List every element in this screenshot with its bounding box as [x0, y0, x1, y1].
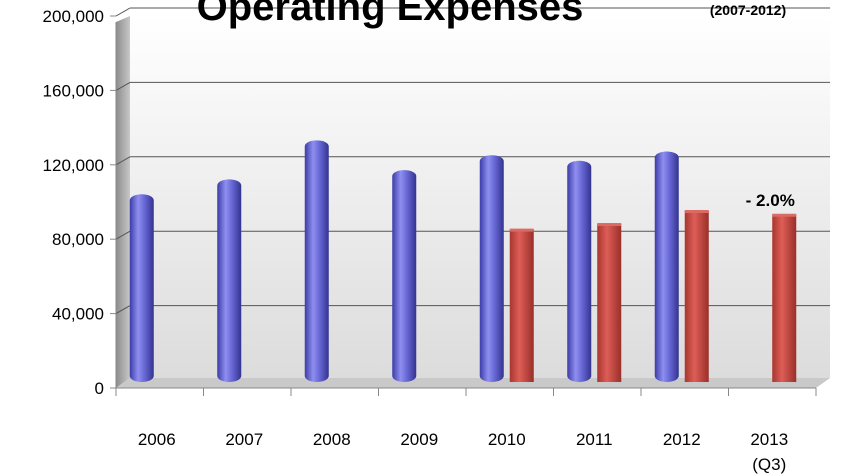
y-tick-label: 80,000: [52, 230, 104, 249]
left-wall: [116, 16, 130, 388]
y-tick-label: 120,000: [43, 156, 104, 175]
bar-blue: [304, 140, 329, 382]
bars: [129, 140, 797, 382]
bar-blue: [479, 155, 504, 382]
x-tick-label: 2013: [750, 430, 788, 449]
gridline-side: [115, 81, 131, 91]
x-axis: 2006 2007 2008 2009 2010 2011 2012 2013 (Q3): [115, 387, 817, 474]
bar-red: [597, 224, 622, 382]
gridline-side: [115, 156, 131, 166]
chart-title: Operating Expenses: [197, 0, 584, 29]
x-tick-label: 2012: [663, 430, 701, 449]
bar-blue: [217, 179, 242, 382]
bar-red-top: [772, 213, 797, 217]
bar-red: [509, 229, 534, 382]
bar-blue: [392, 170, 417, 382]
y-tick-label: 160,000: [43, 81, 104, 100]
floor: [116, 378, 830, 388]
bar-blue: [129, 194, 154, 382]
x-tick-label: 2008: [313, 430, 351, 449]
y-tick-label: 200,000: [43, 7, 104, 26]
gridline-side: [115, 7, 131, 17]
gridline-side: [115, 230, 131, 240]
bar-blue: [654, 151, 679, 382]
x-tick-label: 2010: [488, 430, 526, 449]
x-tick-label: 2011: [576, 430, 613, 449]
y-tick-label: 40,000: [52, 305, 104, 324]
y-axis: 0 40,000 80,000 120,000 160,000 200,000: [43, 7, 117, 398]
annotations: - 2.0%: [746, 191, 795, 210]
x-tick-label: 2009: [400, 430, 438, 449]
bar-red-top: [597, 223, 622, 227]
bar-blue: [567, 160, 592, 382]
bar-red: [772, 214, 797, 382]
x-tick-label: 2006: [138, 430, 176, 449]
annotation-label: - 2.0%: [746, 191, 795, 210]
chart-subtitle: (2007-2012): [710, 2, 786, 18]
gridline-side: [115, 305, 131, 315]
bar-red-top: [509, 228, 534, 232]
bar-red: [684, 211, 709, 382]
x-tick-label-sub: (Q3): [752, 455, 786, 474]
bar-red-top: [684, 210, 709, 214]
y-tick-label: 0: [95, 379, 104, 398]
x-tick-label: 2007: [225, 430, 263, 449]
